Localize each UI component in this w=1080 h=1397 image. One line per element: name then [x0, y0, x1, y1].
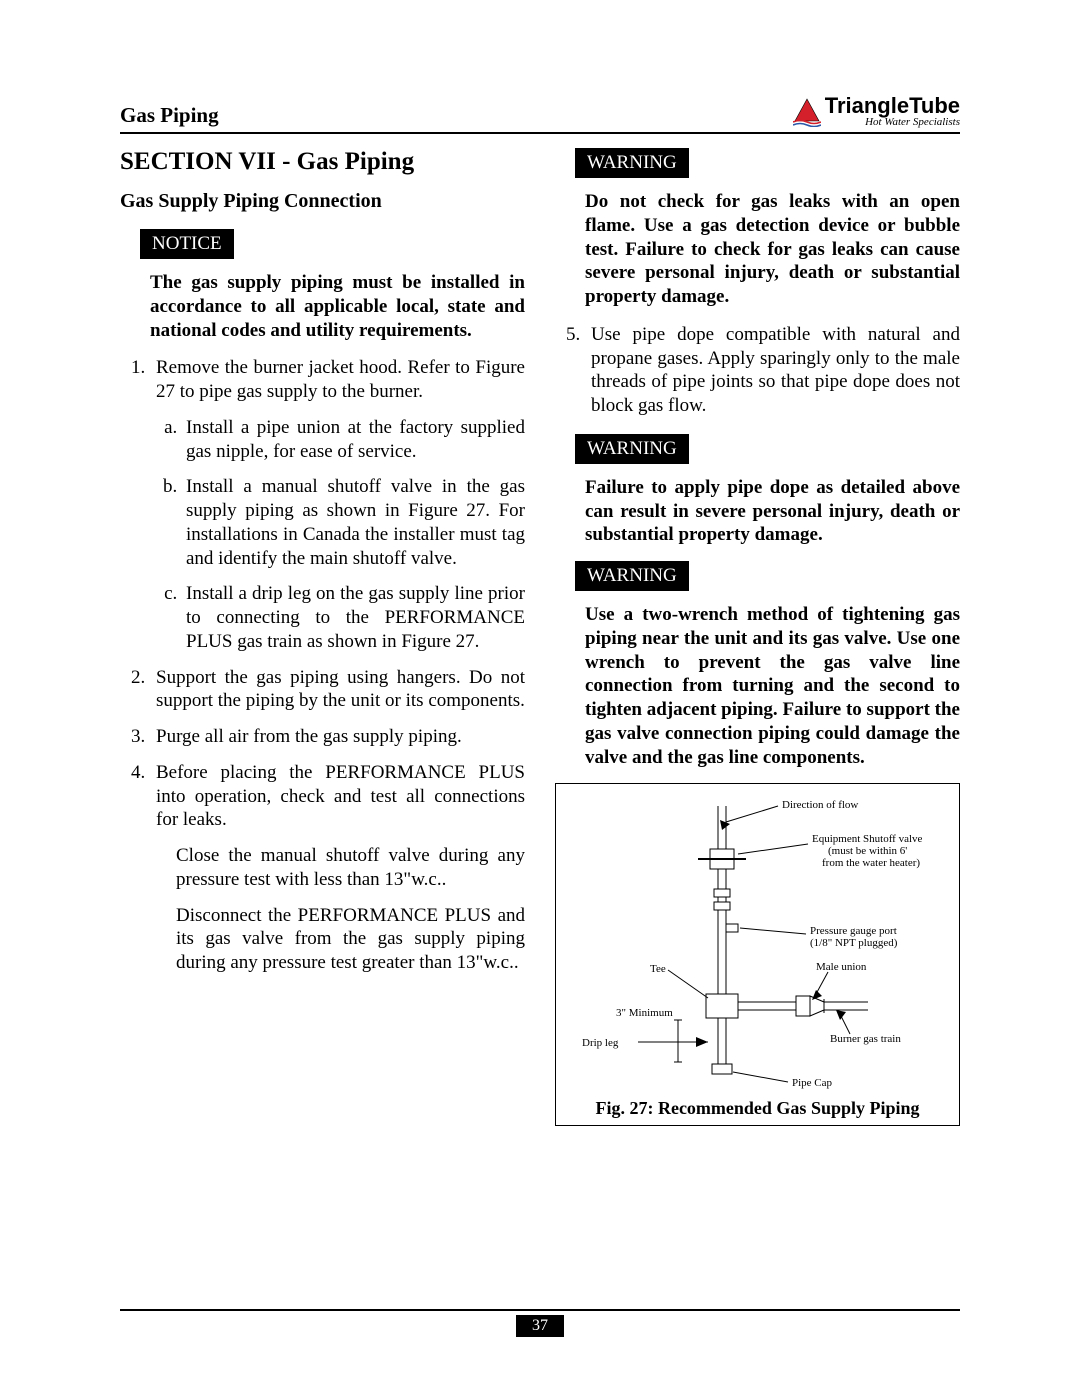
subheading: Gas Supply Piping Connection [120, 190, 525, 213]
fig-label-gauge2: (1/8" NPT plugged) [810, 937, 898, 949]
sub-list: Install a pipe union at the factory supp… [182, 416, 525, 654]
warning-badge: WARNING [575, 434, 689, 464]
page-number: 37 [516, 1315, 564, 1337]
list-item: Install a drip leg on the gas supply lin… [182, 582, 525, 653]
fig-label-tee: Tee [650, 963, 666, 975]
figure-caption: Fig. 27: Recommended Gas Supply Piping [595, 1098, 919, 1119]
brand-logo: TriangleTube Hot Water Specialists [793, 95, 960, 128]
left-column: SECTION VII - Gas Piping Gas Supply Pipi… [120, 148, 525, 1126]
instruction-list-cont: Use pipe dope compatible with natural an… [585, 323, 960, 418]
right-column: WARNING Do not check for gas leaks with … [555, 148, 960, 1126]
para: Close the manual shutoff valve during an… [176, 844, 525, 892]
brand-name: TriangleTube [825, 95, 960, 117]
warning-text: Do not check for gas leaks with an open … [585, 190, 960, 309]
logo-triangle-icon [793, 97, 821, 127]
notice-badge: NOTICE [140, 229, 234, 259]
fig-label-union: Male union [816, 961, 867, 973]
list-item: Purge all air from the gas supply piping… [150, 725, 525, 749]
brand-tagline: Hot Water Specialists [825, 117, 960, 128]
list-item: Install a manual shutoff valve in the ga… [182, 475, 525, 570]
content-columns: SECTION VII - Gas Piping Gas Supply Pipi… [120, 148, 960, 1126]
gas-piping-diagram: Direction of flow Equipment Shutoff valv… [568, 794, 948, 1094]
fig-label-min: 3" Minimum [616, 1007, 673, 1019]
figure-27: Direction of flow Equipment Shutoff valv… [555, 783, 960, 1126]
header-section-label: Gas Piping [120, 103, 219, 128]
list-item: Use pipe dope compatible with natural an… [585, 323, 960, 418]
list-item: Support the gas piping using hangers. Do… [150, 666, 525, 714]
fig-label-shutoff: Equipment Shutoff valve [812, 833, 923, 845]
section-title: SECTION VII - Gas Piping [120, 148, 525, 176]
warning-text: Failure to apply pipe dope as detailed a… [585, 476, 960, 547]
fig-label-gauge: Pressure gauge port [810, 925, 897, 937]
list-item: Before placing the PERFORMANCE PLUS into… [150, 761, 525, 832]
footer-rule [120, 1309, 960, 1311]
fig-label-drip: Drip leg [582, 1037, 619, 1049]
fig-label-shutoff2: (must be within 6' [828, 845, 907, 857]
fig-label-cap: Pipe Cap [792, 1077, 833, 1089]
fig-label-burner: Burner gas train [830, 1033, 901, 1045]
instruction-list: Remove the burner jacket hood. Refer to … [150, 356, 525, 832]
list-item: Install a pipe union at the factory supp… [182, 416, 525, 464]
warning-badge: WARNING [575, 148, 689, 178]
para: Disconnect the PERFORMANCE PLUS and its … [176, 904, 525, 975]
fig-label-shutoff3: from the water heater) [822, 857, 920, 869]
notice-text: The gas supply piping must be installed … [150, 271, 525, 342]
warning-badge: WARNING [575, 561, 689, 591]
list-item: Remove the burner jacket hood. Refer to … [150, 356, 525, 653]
warning-text: Use a two-wrench method of tightening ga… [585, 603, 960, 769]
fig-label-direction: Direction of flow [782, 799, 858, 811]
page-header: Gas Piping TriangleTube Hot Water Specia… [120, 95, 960, 134]
